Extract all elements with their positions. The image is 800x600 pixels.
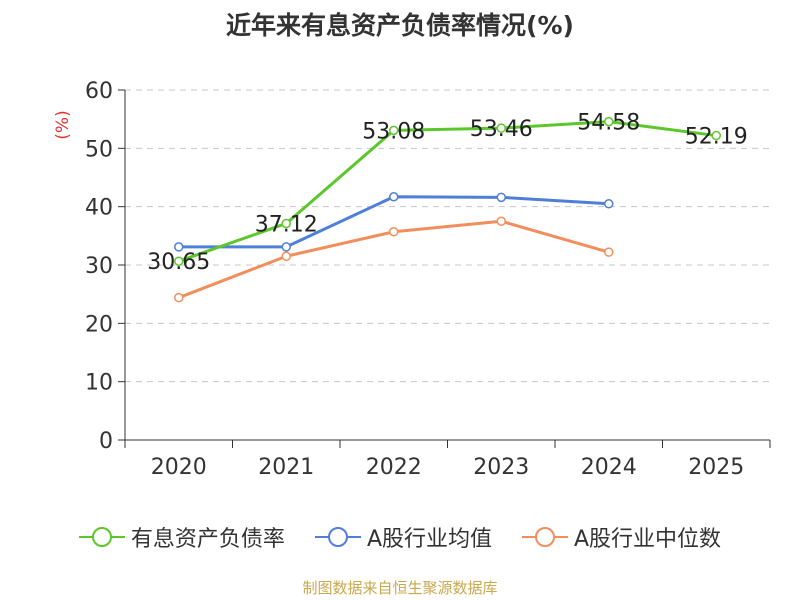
data-point xyxy=(496,216,506,226)
legend-label: 有息资产负债率 xyxy=(130,527,285,552)
data-label: 53.08 xyxy=(362,119,425,144)
data-point xyxy=(496,192,506,203)
data-label: 54.58 xyxy=(577,111,640,136)
data-point xyxy=(711,130,721,141)
y-tick-label: 40 xyxy=(85,196,113,221)
chart-legend: 有息资产负债率 A股行业均值 A股行业中位数 xyxy=(0,520,800,554)
data-point xyxy=(604,199,614,209)
data-point xyxy=(389,125,399,136)
data-label: 52.19 xyxy=(685,125,748,150)
data-label: 53.46 xyxy=(470,117,533,142)
data-label: 30.65 xyxy=(147,250,210,275)
y-tick-label: 30 xyxy=(85,254,113,279)
data-point xyxy=(496,123,506,133)
data-point xyxy=(281,251,291,261)
x-tick-label: 2024 xyxy=(581,455,637,480)
data-point xyxy=(174,292,184,303)
data-point xyxy=(281,242,291,252)
y-tick-label: 10 xyxy=(85,371,113,396)
legend-marker-icon xyxy=(78,527,125,547)
data-point xyxy=(174,242,184,252)
data-point xyxy=(174,256,184,266)
y-tick-label: 20 xyxy=(85,312,113,337)
x-tick-label: 2020 xyxy=(151,455,207,480)
legend-item: 有息资产负债率 xyxy=(78,521,285,553)
legend-label: A股行业均值 xyxy=(366,527,492,552)
y-tick-label: 50 xyxy=(85,137,113,162)
data-point xyxy=(389,192,399,202)
x-tick-label: 2021 xyxy=(258,455,314,480)
data-point xyxy=(281,218,291,229)
legend-item: A股行业中位数 xyxy=(522,521,721,553)
y-tick-label: 60 xyxy=(85,79,113,104)
x-tick-label: 2025 xyxy=(688,455,744,480)
y-axis-label: (%) xyxy=(53,110,73,139)
data-label: 37.12 xyxy=(255,212,318,237)
x-tick-label: 2023 xyxy=(473,455,529,480)
x-tick-label: 2022 xyxy=(366,455,422,480)
legend-marker-icon xyxy=(314,527,361,547)
y-tick-label: 0 xyxy=(99,429,113,454)
chart-title: 近年来有息资产负债率情况(%) xyxy=(226,11,574,40)
legend-label: A股行业中位数 xyxy=(574,527,722,552)
series-line xyxy=(178,120,717,263)
data-source: 制图数据来自恒生聚源数据库 xyxy=(302,579,498,597)
data-point xyxy=(604,116,614,127)
legend-item: A股行业均值 xyxy=(314,521,492,553)
legend-marker-icon xyxy=(522,527,568,547)
data-point xyxy=(389,227,399,237)
data-point xyxy=(604,247,614,257)
